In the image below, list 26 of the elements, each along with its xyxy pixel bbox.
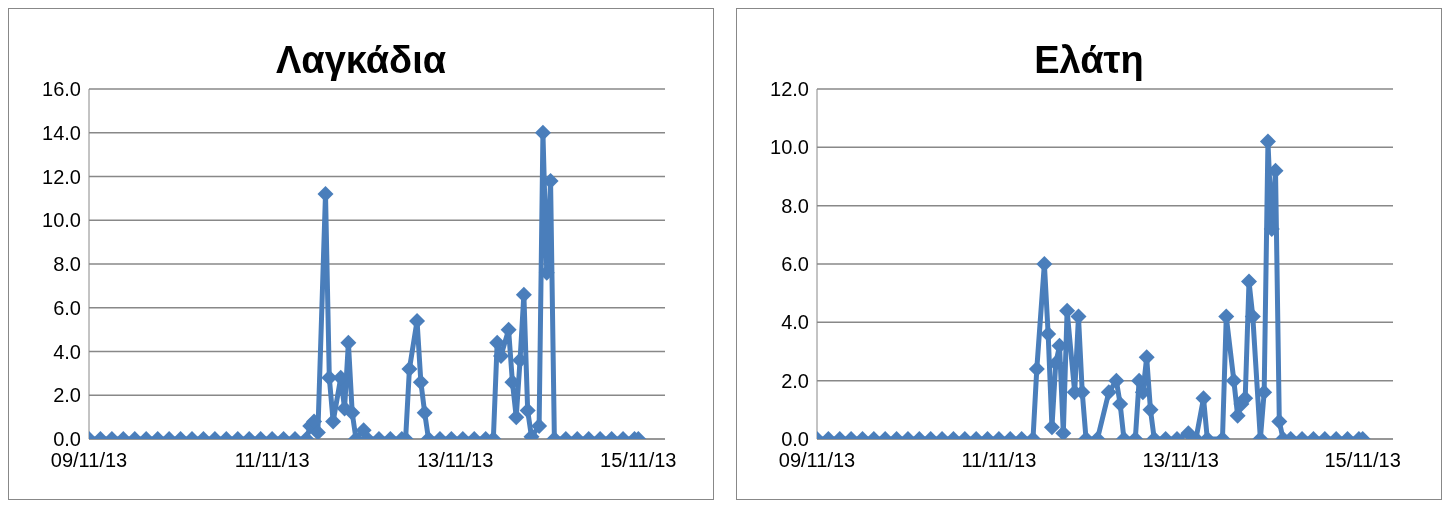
y-tick-label: 8.0	[53, 253, 81, 276]
y-tick-label: 10.0	[42, 209, 81, 232]
y-tick-label: 16.0	[42, 78, 81, 101]
x-tick-label: 11/11/13	[234, 449, 310, 472]
y-tick-label: 8.0	[781, 194, 809, 217]
x-tick-label: 09/11/13	[50, 449, 128, 472]
chart-title: Λαγκάδια	[275, 39, 447, 81]
x-tick-label: 15/11/13	[600, 449, 677, 472]
y-tick-label: 2.0	[53, 384, 81, 407]
x-tick-label: 13/11/13	[417, 449, 494, 472]
y-tick-label: 2.0	[781, 369, 809, 392]
x-tick-label: 13/11/13	[1142, 449, 1219, 472]
x-tick-label: 15/11/13	[1324, 449, 1401, 472]
y-tick-label: 14.0	[42, 121, 81, 144]
y-tick-label: 4.0	[781, 311, 809, 334]
y-tick-label: 0.0	[53, 428, 81, 451]
y-tick-label: 4.0	[53, 340, 81, 363]
y-tick-label: 6.0	[781, 253, 809, 276]
y-tick-label: 12.0	[770, 78, 809, 101]
x-tick-label: 11/11/13	[961, 449, 1037, 472]
chart-title: Ελάτη	[1034, 39, 1144, 81]
x-tick-label: 09/11/13	[778, 449, 856, 472]
y-tick-label: 12.0	[42, 165, 81, 188]
y-tick-label: 10.0	[770, 136, 809, 159]
y-tick-label: 0.0	[781, 428, 809, 451]
y-tick-label: 6.0	[53, 296, 81, 319]
